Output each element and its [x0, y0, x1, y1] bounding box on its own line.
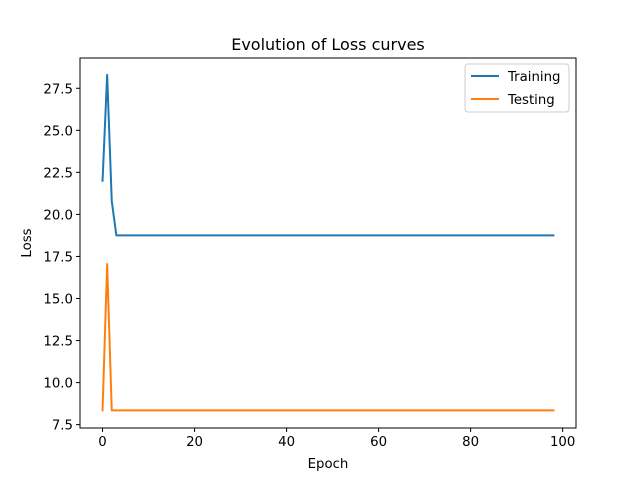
y-axis-label: Loss	[20, 228, 35, 257]
x-axis-ticks: 0 20 40 60 80 100	[98, 428, 575, 450]
legend-label-testing: Testing	[507, 93, 555, 108]
chart-title: Evolution of Loss curves	[231, 35, 425, 54]
series-line-training	[101, 73, 555, 237]
x-tick-label: 60	[370, 435, 387, 450]
y-axis-ticks: 7.5 10.0 12.5 15.0 17.5 20.0 22.5 25.0 27.5	[43, 82, 80, 434]
axes-background	[80, 58, 576, 428]
y-tick-label: 27.5	[43, 82, 73, 97]
x-tick-label: 100	[550, 435, 575, 450]
y-tick-label: 22.5	[43, 166, 73, 181]
y-tick-label: 10.0	[43, 377, 73, 392]
x-tick-label: 0	[98, 435, 106, 450]
x-tick-label: 20	[186, 435, 203, 450]
y-tick-label: 12.5	[43, 335, 73, 350]
y-tick-label: 15.0	[43, 293, 73, 308]
x-axis-label: Epoch	[308, 457, 349, 472]
axes-frame	[79, 57, 577, 429]
x-tick-label: 80	[462, 435, 479, 450]
legend: Training Testing	[464, 63, 570, 113]
series-line-testing	[101, 263, 555, 412]
y-tick-label: 17.5	[43, 250, 73, 265]
x-tick-label: 40	[278, 435, 295, 450]
y-tick-label: 20.0	[43, 208, 73, 223]
legend-label-training: Training	[507, 70, 560, 85]
series-layer	[101, 73, 555, 412]
plot-area	[79, 57, 577, 429]
y-tick-label: 7.5	[52, 419, 73, 434]
legend-entries: Training Testing	[471, 70, 560, 108]
y-tick-label: 25.0	[43, 124, 73, 139]
